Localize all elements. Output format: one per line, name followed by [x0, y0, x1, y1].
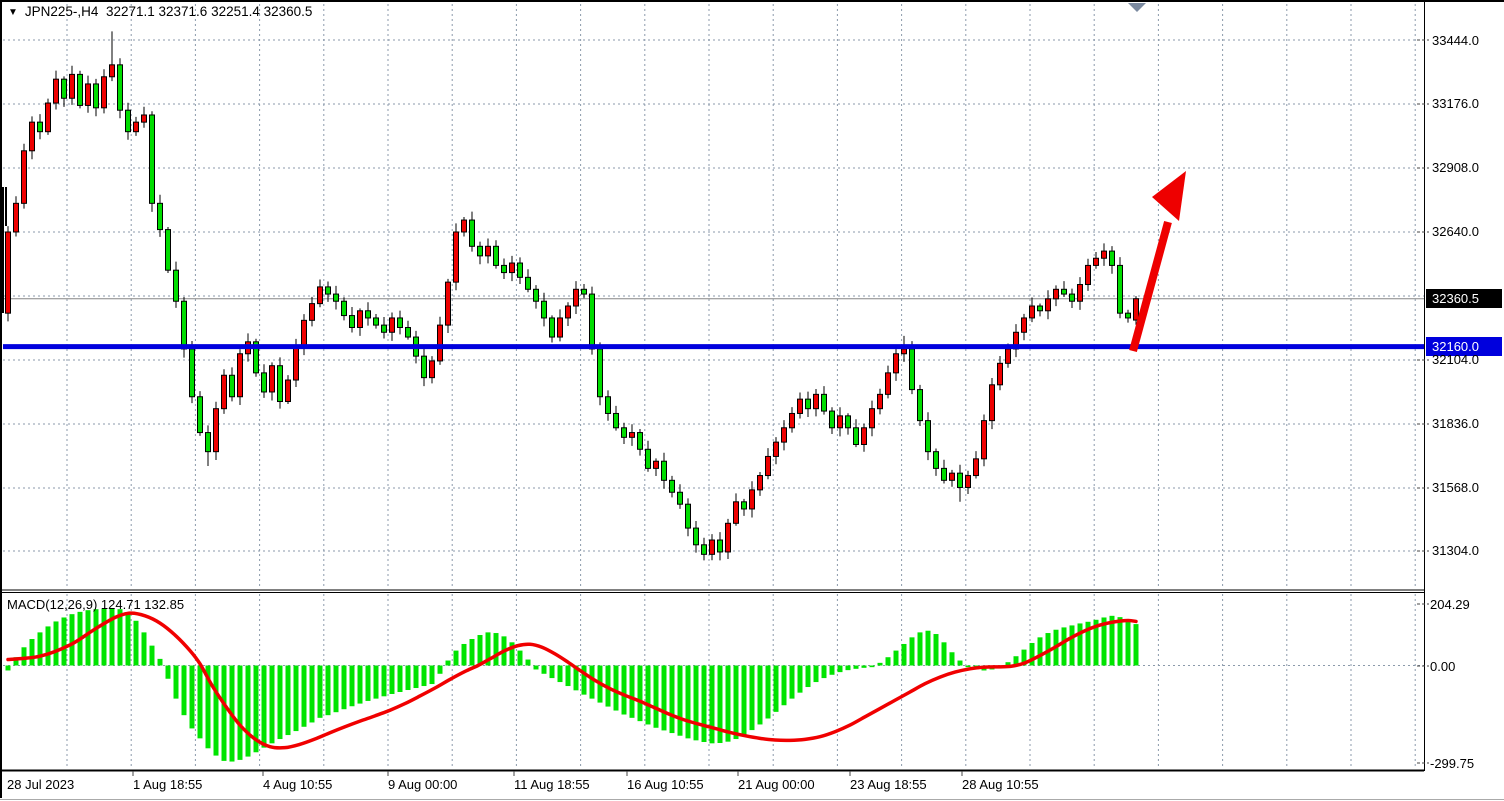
trend-arrow-object[interactable] [1129, 171, 1186, 353]
axis-ticks [132, 39, 1429, 776]
macd-histogram [5, 608, 1139, 762]
macd-signal-line [6, 611, 1138, 750]
chart-shift-marker-icon[interactable] [1128, 3, 1146, 12]
candlestick-series [2, 31, 1139, 561]
grid [3, 4, 1424, 769]
